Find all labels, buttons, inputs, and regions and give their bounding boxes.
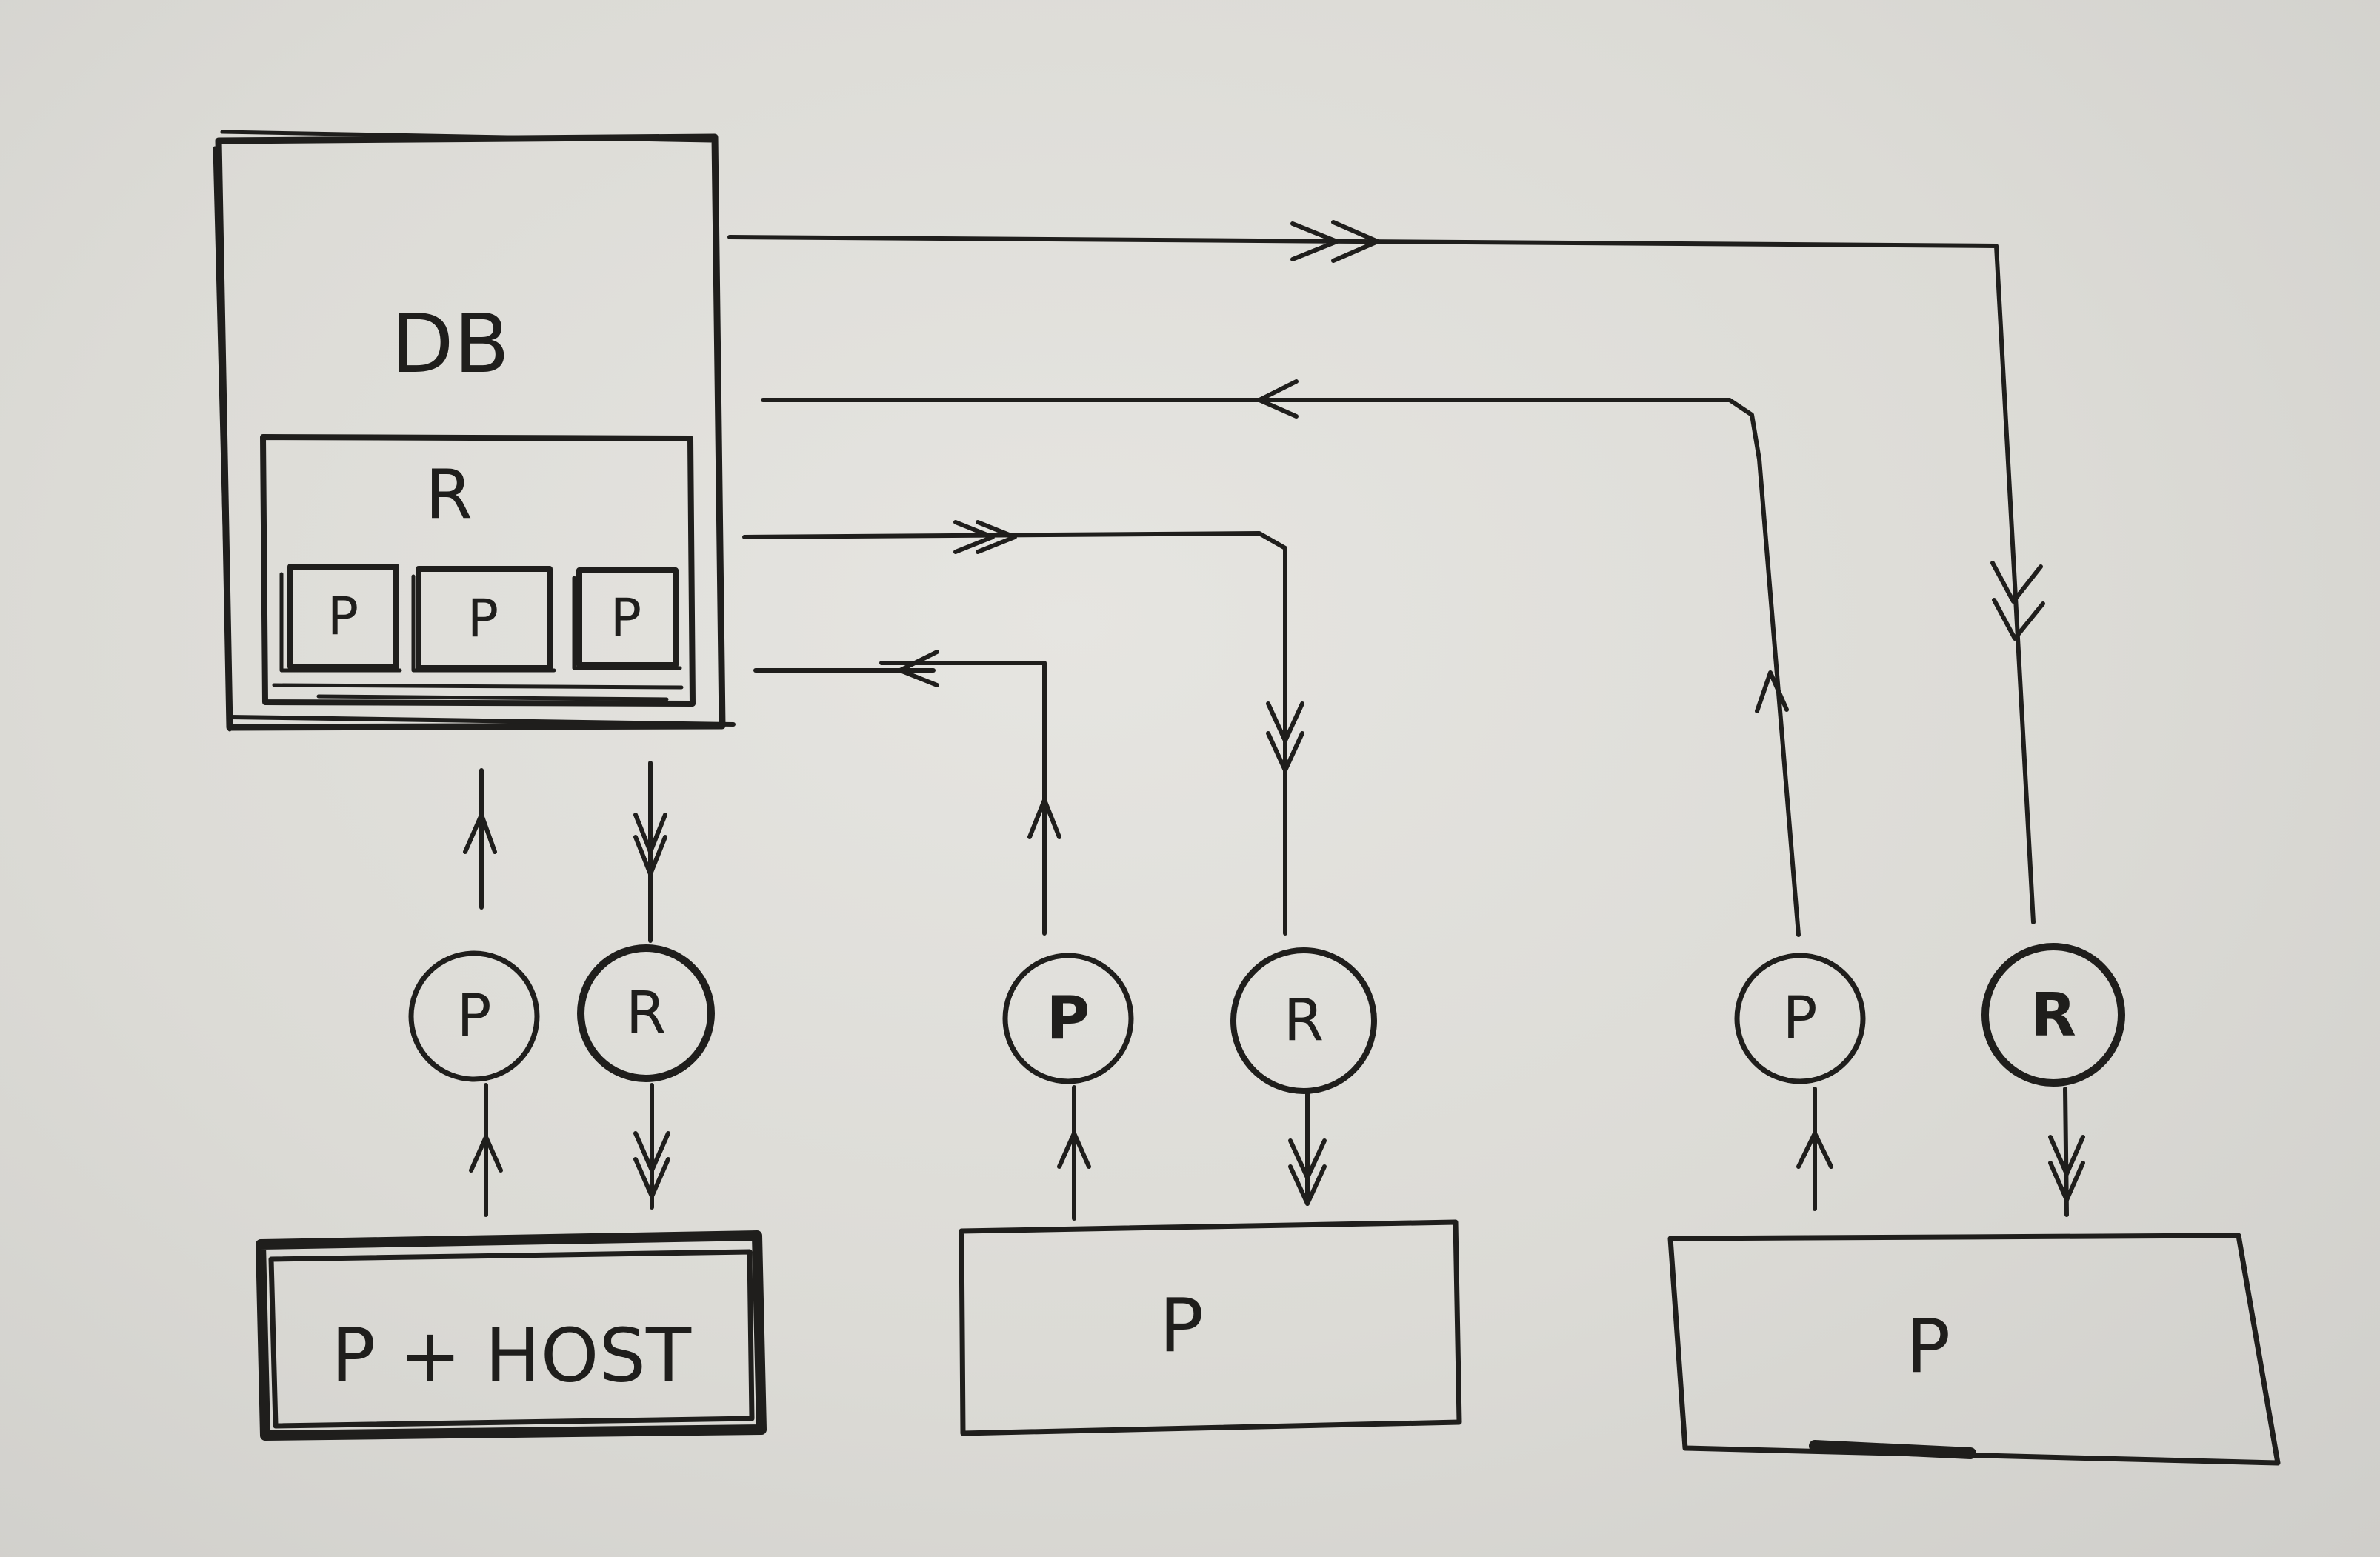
partition-label: P: [327, 586, 359, 647]
db-title: DB: [391, 296, 510, 391]
partition-box: [411, 566, 556, 673]
arrow-up: [1057, 1085, 1091, 1221]
host-box-label: P + HOST: [331, 1313, 692, 1399]
replicator-node-circle: [1981, 943, 2125, 1087]
arrow-down-double: [2048, 1087, 2085, 1217]
arrow-up-line: [761, 379, 1801, 937]
replicator-label: R: [1284, 987, 1324, 1054]
arrow-up: [463, 768, 497, 910]
arrow-down-line: [742, 520, 1304, 936]
host-box: [256, 1230, 767, 1441]
arrow-down-double: [1288, 1090, 1327, 1206]
arrow-down-line: [727, 220, 2045, 924]
node-box-label: P: [1906, 1304, 1950, 1390]
arrow-up-line: [753, 650, 1061, 936]
producer-node-circle: [1734, 953, 1866, 1084]
arrow-up: [469, 1083, 503, 1217]
producer-node-circle: [408, 950, 540, 1082]
producer-label: P: [1047, 984, 1090, 1053]
node-box: [1667, 1233, 2281, 1466]
partition-box: [572, 567, 682, 670]
producer-label: P: [1782, 985, 1817, 1052]
node-box-label: P: [1159, 1283, 1204, 1370]
node-box: [959, 1219, 1462, 1436]
producer-node-circle: [1002, 953, 1134, 1084]
replicator-label: R: [626, 980, 666, 1047]
replica-label: R: [425, 456, 473, 535]
partition-label: P: [467, 588, 499, 649]
replicator-node-circle: [577, 944, 715, 1082]
partition-box: [279, 564, 402, 673]
arrow-down-double: [633, 761, 667, 943]
replica-box: [260, 434, 696, 707]
arrow-up: [1796, 1087, 1833, 1211]
replicator-label: R: [2030, 981, 2076, 1050]
db-box: [213, 130, 736, 732]
arrow-down-double: [633, 1083, 670, 1210]
partition-label: P: [610, 587, 641, 648]
producer-label: P: [456, 983, 491, 1050]
replicator-node-circle: [1230, 947, 1377, 1094]
